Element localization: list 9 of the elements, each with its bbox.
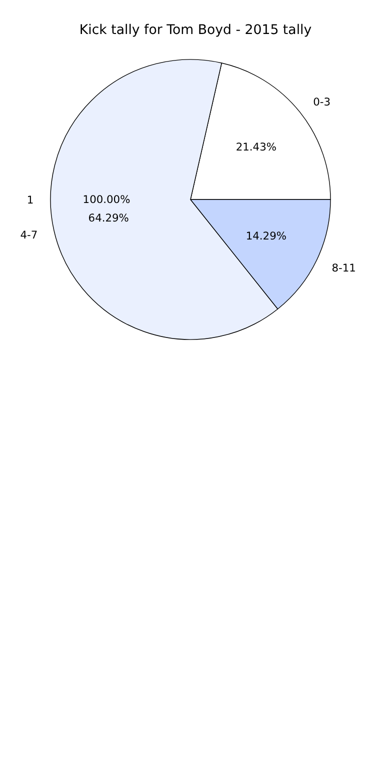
chart-title: Kick tally for Tom Boyd - 2015 tally <box>79 23 312 38</box>
text: 100.00% <box>82 193 130 206</box>
text: 1 <box>26 194 34 206</box>
data-label: 14.29% <box>246 229 287 242</box>
slice-label: 0-3 <box>313 96 330 109</box>
data-label: 64.29% <box>88 212 129 225</box>
slice-label: 4-7 <box>20 228 38 242</box>
data-label: 21.43% <box>236 140 276 154</box>
slice-label: 8-11 <box>332 262 356 275</box>
